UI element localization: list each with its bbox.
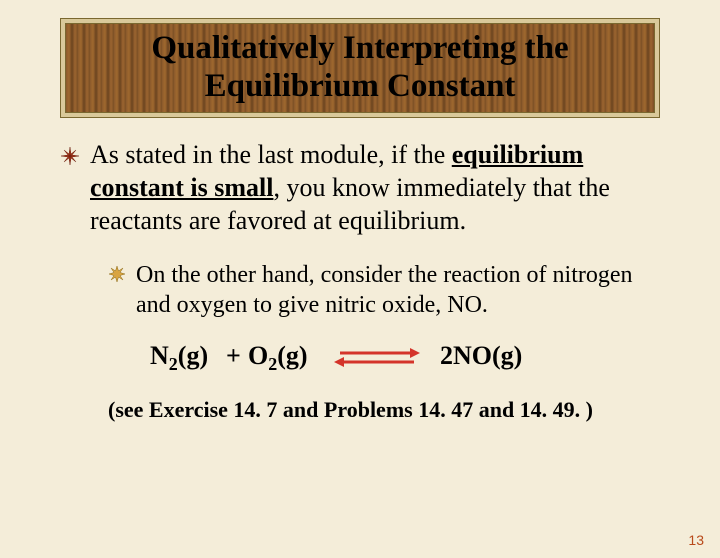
eq-coef: 2 [440, 341, 453, 370]
eq-no-state: (g) [492, 341, 522, 370]
eq-n-sub: 2 [169, 354, 178, 374]
starburst-icon [108, 265, 126, 283]
title-inner: Qualitatively Interpreting the Equilibri… [65, 23, 655, 113]
title-container: Qualitatively Interpreting the Equilibri… [60, 18, 660, 118]
page-number: 13 [688, 532, 704, 548]
eq-reactant2: O2(g) [248, 341, 308, 375]
eq-o-sub: 2 [268, 354, 277, 374]
content-area: As stated in the last module, if the equ… [60, 138, 660, 423]
main-bullet: As stated in the last module, if the equ… [60, 138, 660, 238]
title-line-1: Qualitatively Interpreting the [76, 30, 644, 68]
main-prefix: As stated in the last module, if the [90, 140, 452, 169]
eq-no: NO [453, 341, 492, 370]
chemical-equation: N2(g) + O2(g) 2NO(g) [150, 339, 660, 379]
title-line-2: Equilibrium Constant [76, 68, 644, 106]
main-bullet-text: As stated in the last module, if the equ… [90, 138, 660, 238]
burst-icon [60, 146, 80, 166]
eq-plus: + [226, 341, 241, 371]
eq-reactant1: N2(g) [150, 341, 208, 375]
sub-bullet: On the other hand, consider the reaction… [108, 260, 660, 321]
eq-o-state: (g) [277, 341, 307, 370]
eq-n-state: (g) [178, 341, 208, 370]
eq-o: O [248, 341, 268, 370]
exercise-reference: (see Exercise 14. 7 and Problems 14. 47 … [108, 397, 660, 423]
sub-bullet-text: On the other hand, consider the reaction… [136, 260, 660, 321]
equilibrium-arrows-icon [332, 345, 422, 369]
eq-n: N [150, 341, 169, 370]
eq-product: 2NO(g) [440, 341, 522, 371]
